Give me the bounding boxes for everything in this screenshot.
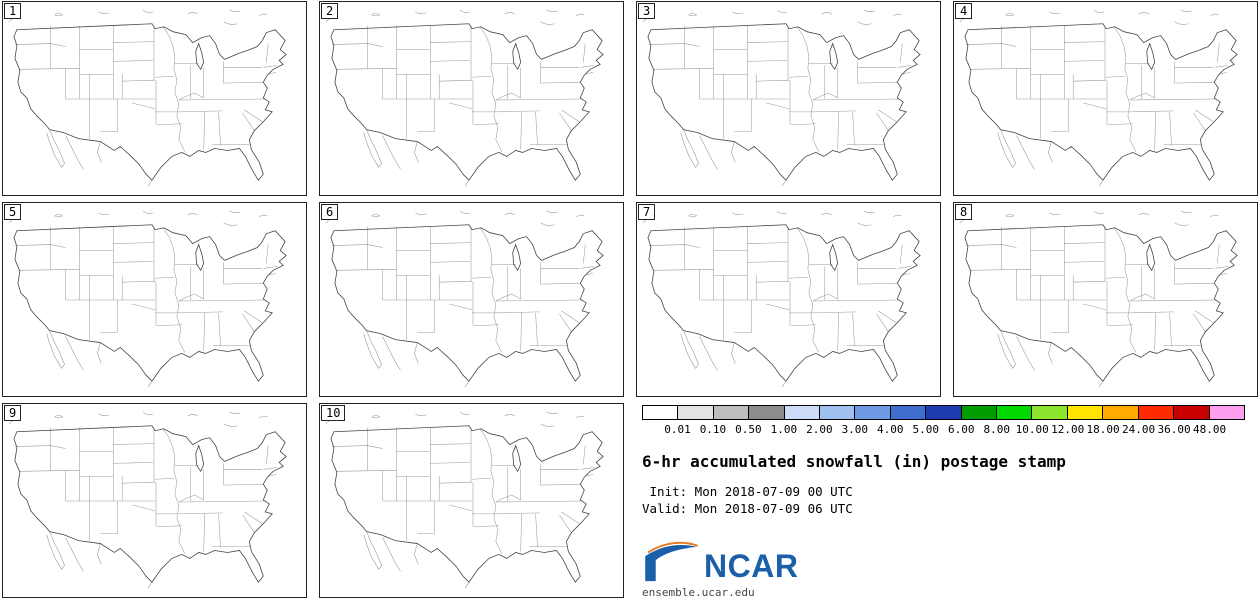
info-block: 0.01 0.10 0.50 1.00 2.00 3.00 4.00 5.00 6.00 8.00… bbox=[636, 403, 1258, 599]
map-panel: 6 bbox=[319, 202, 624, 397]
panel-number: 7 bbox=[638, 204, 656, 220]
colorbar-tick-label: 48.00 bbox=[1192, 423, 1227, 436]
init-line: Init: Mon 2018-07-09 00 UTC bbox=[642, 484, 853, 499]
ncar-logo-row: NCAR bbox=[642, 541, 1248, 583]
map-panel: 7 bbox=[636, 202, 941, 397]
colorbar-cell bbox=[855, 406, 891, 419]
colorbar-cell bbox=[643, 406, 679, 419]
colorbar-cell bbox=[820, 406, 856, 419]
map-panel: 5 bbox=[2, 202, 307, 397]
panel-number: 3 bbox=[638, 3, 656, 19]
colorbar-tick-label: 24.00 bbox=[1122, 423, 1156, 436]
colorbar-tick-label: 5.00 bbox=[912, 423, 940, 436]
colorbar-tick-label: 4.00 bbox=[877, 423, 904, 436]
colorbar-cell bbox=[1174, 406, 1210, 419]
colorbar-cell bbox=[1103, 406, 1139, 419]
colorbar-labels: 0.01 0.10 0.50 1.00 2.00 3.00 4.00 5.00 6.00 8.00… bbox=[642, 423, 1245, 438]
us-map bbox=[8, 210, 287, 388]
panel-number: 6 bbox=[321, 204, 339, 220]
colorbar-cells bbox=[642, 405, 1245, 420]
colorbar-cell bbox=[1138, 406, 1175, 419]
colorbar-tick-label: 0.01 bbox=[664, 423, 691, 436]
us-map bbox=[325, 411, 604, 589]
us-map bbox=[959, 210, 1238, 388]
plot-title: 6-hr accumulated snowfall (in) postage s… bbox=[642, 452, 1066, 471]
colorbar-tick-label: 0.10 bbox=[699, 423, 727, 436]
map-panel: 2 bbox=[319, 1, 624, 196]
colorbar-tick-label: 36.00 bbox=[1157, 423, 1191, 436]
colorbar-cell bbox=[1067, 406, 1104, 419]
ncar-logo-text: NCAR bbox=[704, 548, 799, 584]
map-panel: 3 bbox=[636, 1, 941, 196]
panel-number: 1 bbox=[4, 3, 22, 19]
colorbar-cell bbox=[926, 406, 962, 419]
us-map bbox=[325, 210, 604, 388]
us-map bbox=[325, 9, 604, 187]
map-panel: 4 bbox=[953, 1, 1258, 196]
colorbar-tick-label: 2.00 bbox=[806, 423, 833, 436]
colorbar-cell bbox=[713, 406, 750, 419]
ncar-logo-icon bbox=[645, 541, 699, 582]
colorbar-cell bbox=[997, 406, 1033, 419]
map-panel: 10 bbox=[319, 403, 624, 598]
colorbar-cell bbox=[1209, 406, 1244, 419]
colorbar-tick-label: 6.00 bbox=[947, 423, 975, 436]
panel-number: 10 bbox=[321, 405, 346, 421]
colorbar-cell bbox=[749, 406, 785, 419]
colorbar-tick-label: 18.00 bbox=[1086, 423, 1120, 436]
colorbar: 0.01 0.10 0.50 1.00 2.00 3.00 4.00 5.00 6.00 8.00… bbox=[642, 405, 1245, 438]
colorbar-tick-label: 12.00 bbox=[1051, 423, 1085, 436]
colorbar-tick-label: 0.50 bbox=[735, 423, 762, 436]
us-map bbox=[8, 9, 287, 187]
panel-number: 4 bbox=[955, 3, 973, 19]
colorbar-cell bbox=[678, 406, 714, 419]
colorbar-cell bbox=[1032, 406, 1068, 419]
map-panel: 1 bbox=[2, 1, 307, 196]
colorbar-cell bbox=[784, 406, 821, 419]
panel-number: 9 bbox=[4, 405, 22, 421]
colorbar-cell bbox=[890, 406, 927, 419]
valid-line: Valid: Mon 2018-07-09 06 UTC bbox=[642, 501, 853, 516]
colorbar-tick-label: 8.00 bbox=[983, 423, 1010, 436]
colorbar-tick-label: 1.00 bbox=[770, 423, 798, 436]
us-map bbox=[642, 210, 921, 388]
panel-number: 5 bbox=[4, 204, 22, 220]
init-valid-block: Init: Mon 2018-07-09 00 UTC Valid: Mon 2… bbox=[642, 483, 1248, 517]
us-map bbox=[642, 9, 921, 187]
map-panel: 9 bbox=[2, 403, 307, 598]
site-url: ensemble.ucar.edu bbox=[642, 586, 755, 599]
us-map bbox=[959, 9, 1238, 187]
colorbar-tick-label: 10.00 bbox=[1015, 423, 1049, 436]
panel-number: 8 bbox=[955, 204, 973, 220]
panel-number: 2 bbox=[321, 3, 339, 19]
map-panel: 8 bbox=[953, 202, 1258, 397]
us-map bbox=[8, 411, 287, 589]
colorbar-cell bbox=[961, 406, 998, 419]
colorbar-tick-label: 3.00 bbox=[841, 423, 869, 436]
